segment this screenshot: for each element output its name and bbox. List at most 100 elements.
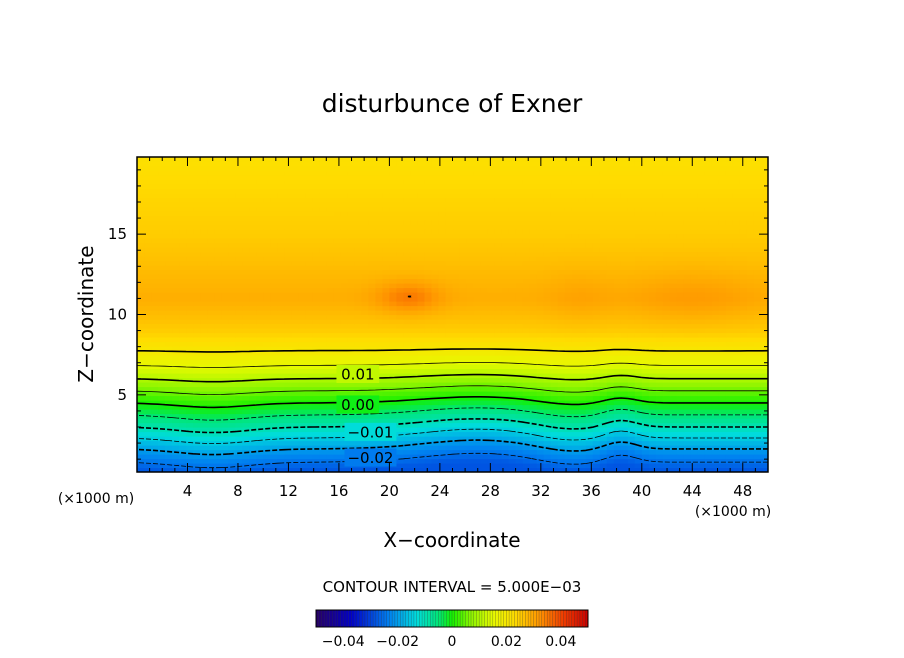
- contour-cell: [627, 229, 636, 235]
- contour-cell: [592, 377, 601, 383]
- contour-cell: [515, 445, 524, 451]
- contour-cell: [431, 359, 440, 365]
- contour-cell: [571, 292, 580, 298]
- contour-cell: [529, 319, 538, 325]
- contour-cell: [312, 220, 320, 226]
- contour-cell: [634, 404, 643, 410]
- contour-cell: [186, 386, 194, 392]
- contour-cell: [144, 319, 152, 325]
- contour-cell: [494, 233, 503, 239]
- contour-cell: [480, 449, 489, 455]
- contour-cell: [501, 269, 510, 275]
- contour-cell: [508, 359, 517, 365]
- contour-cell: [298, 368, 306, 374]
- contour-cell: [172, 391, 180, 397]
- contour-cell: [704, 278, 713, 284]
- contour-cell: [326, 449, 334, 455]
- contour-cell: [396, 305, 405, 311]
- contour-cell: [382, 400, 390, 406]
- contour-cell: [228, 377, 236, 383]
- contour-cell: [613, 458, 622, 464]
- contour-cell: [550, 337, 559, 343]
- contour-cell: [277, 364, 285, 370]
- contour-cell: [186, 355, 194, 361]
- contour-cell: [536, 247, 545, 253]
- contour-cell: [494, 337, 503, 343]
- contour-cell: [641, 350, 650, 356]
- contour-cell: [599, 292, 608, 298]
- contour-cell: [270, 238, 278, 244]
- contour-cell: [592, 346, 601, 352]
- contour-cell: [536, 364, 545, 370]
- contour-cell: [494, 391, 503, 397]
- contour-cell: [655, 242, 664, 248]
- contour-cell: [522, 278, 531, 284]
- contour-cell: [340, 314, 348, 320]
- contour-cell: [725, 422, 734, 428]
- contour-cell: [410, 283, 419, 289]
- contour-cell: [207, 287, 215, 293]
- contour-cell: [312, 319, 320, 325]
- contour-cell: [746, 292, 755, 298]
- contour-cell: [564, 364, 573, 370]
- contour-cell: [417, 305, 426, 311]
- contour-cell: [200, 296, 208, 302]
- contour-cell: [515, 274, 524, 280]
- contour-cell: [697, 431, 706, 437]
- contour-cell: [508, 409, 517, 415]
- contour-cell: [445, 332, 454, 338]
- contour-cell: [669, 350, 678, 356]
- contour-cell: [382, 467, 390, 472]
- contour-cell: [466, 314, 475, 320]
- contour-cell: [263, 328, 271, 334]
- contour-cell: [599, 247, 608, 253]
- contour-cell: [536, 436, 545, 442]
- contour-cell: [627, 242, 636, 248]
- contour-cell: [382, 314, 390, 320]
- contour-cell: [144, 283, 152, 289]
- contour-cell: [319, 296, 327, 302]
- contour-cell: [662, 431, 671, 437]
- contour-cell: [431, 449, 440, 455]
- contour-cell: [277, 256, 285, 262]
- contour-cell: [613, 463, 622, 469]
- contour-cell: [536, 242, 545, 248]
- contour-cell: [620, 260, 629, 266]
- contour-cell: [592, 260, 601, 266]
- contour-cell: [704, 413, 713, 419]
- contour-cell: [571, 418, 580, 424]
- contour-cell: [137, 292, 145, 298]
- contour-cell: [529, 278, 538, 284]
- contour-cell: [648, 368, 657, 374]
- contour-cell: [690, 427, 699, 433]
- contour-cell: [263, 364, 271, 370]
- contour-cell: [417, 256, 426, 262]
- contour-cell: [249, 238, 257, 244]
- contour-cell: [683, 310, 692, 316]
- contour-cell: [662, 233, 671, 239]
- contour-cell: [578, 382, 587, 388]
- contour-cell: [256, 224, 264, 230]
- contour-cell: [599, 368, 608, 374]
- contour-cell: [361, 382, 369, 388]
- contour-cell: [739, 350, 748, 356]
- contour-cell: [676, 463, 685, 469]
- contour-cell: [242, 413, 250, 419]
- contour-cell: [711, 458, 720, 464]
- contour-cell: [417, 463, 426, 469]
- contour-cell: [452, 355, 461, 361]
- contour-cell: [683, 247, 692, 253]
- contour-cell: [340, 355, 348, 361]
- contour-cell: [158, 247, 166, 253]
- contour-cell: [634, 391, 643, 397]
- contour-cell: [508, 224, 517, 230]
- contour-cell: [326, 350, 334, 356]
- contour-cell: [627, 224, 636, 230]
- contour-cell: [389, 242, 398, 248]
- contour-cell: [305, 368, 313, 374]
- contour-cell: [228, 256, 236, 262]
- contour-cell: [704, 368, 713, 374]
- contour-cell: [207, 332, 215, 338]
- contour-cell: [158, 395, 166, 401]
- contour-cell: [676, 287, 685, 293]
